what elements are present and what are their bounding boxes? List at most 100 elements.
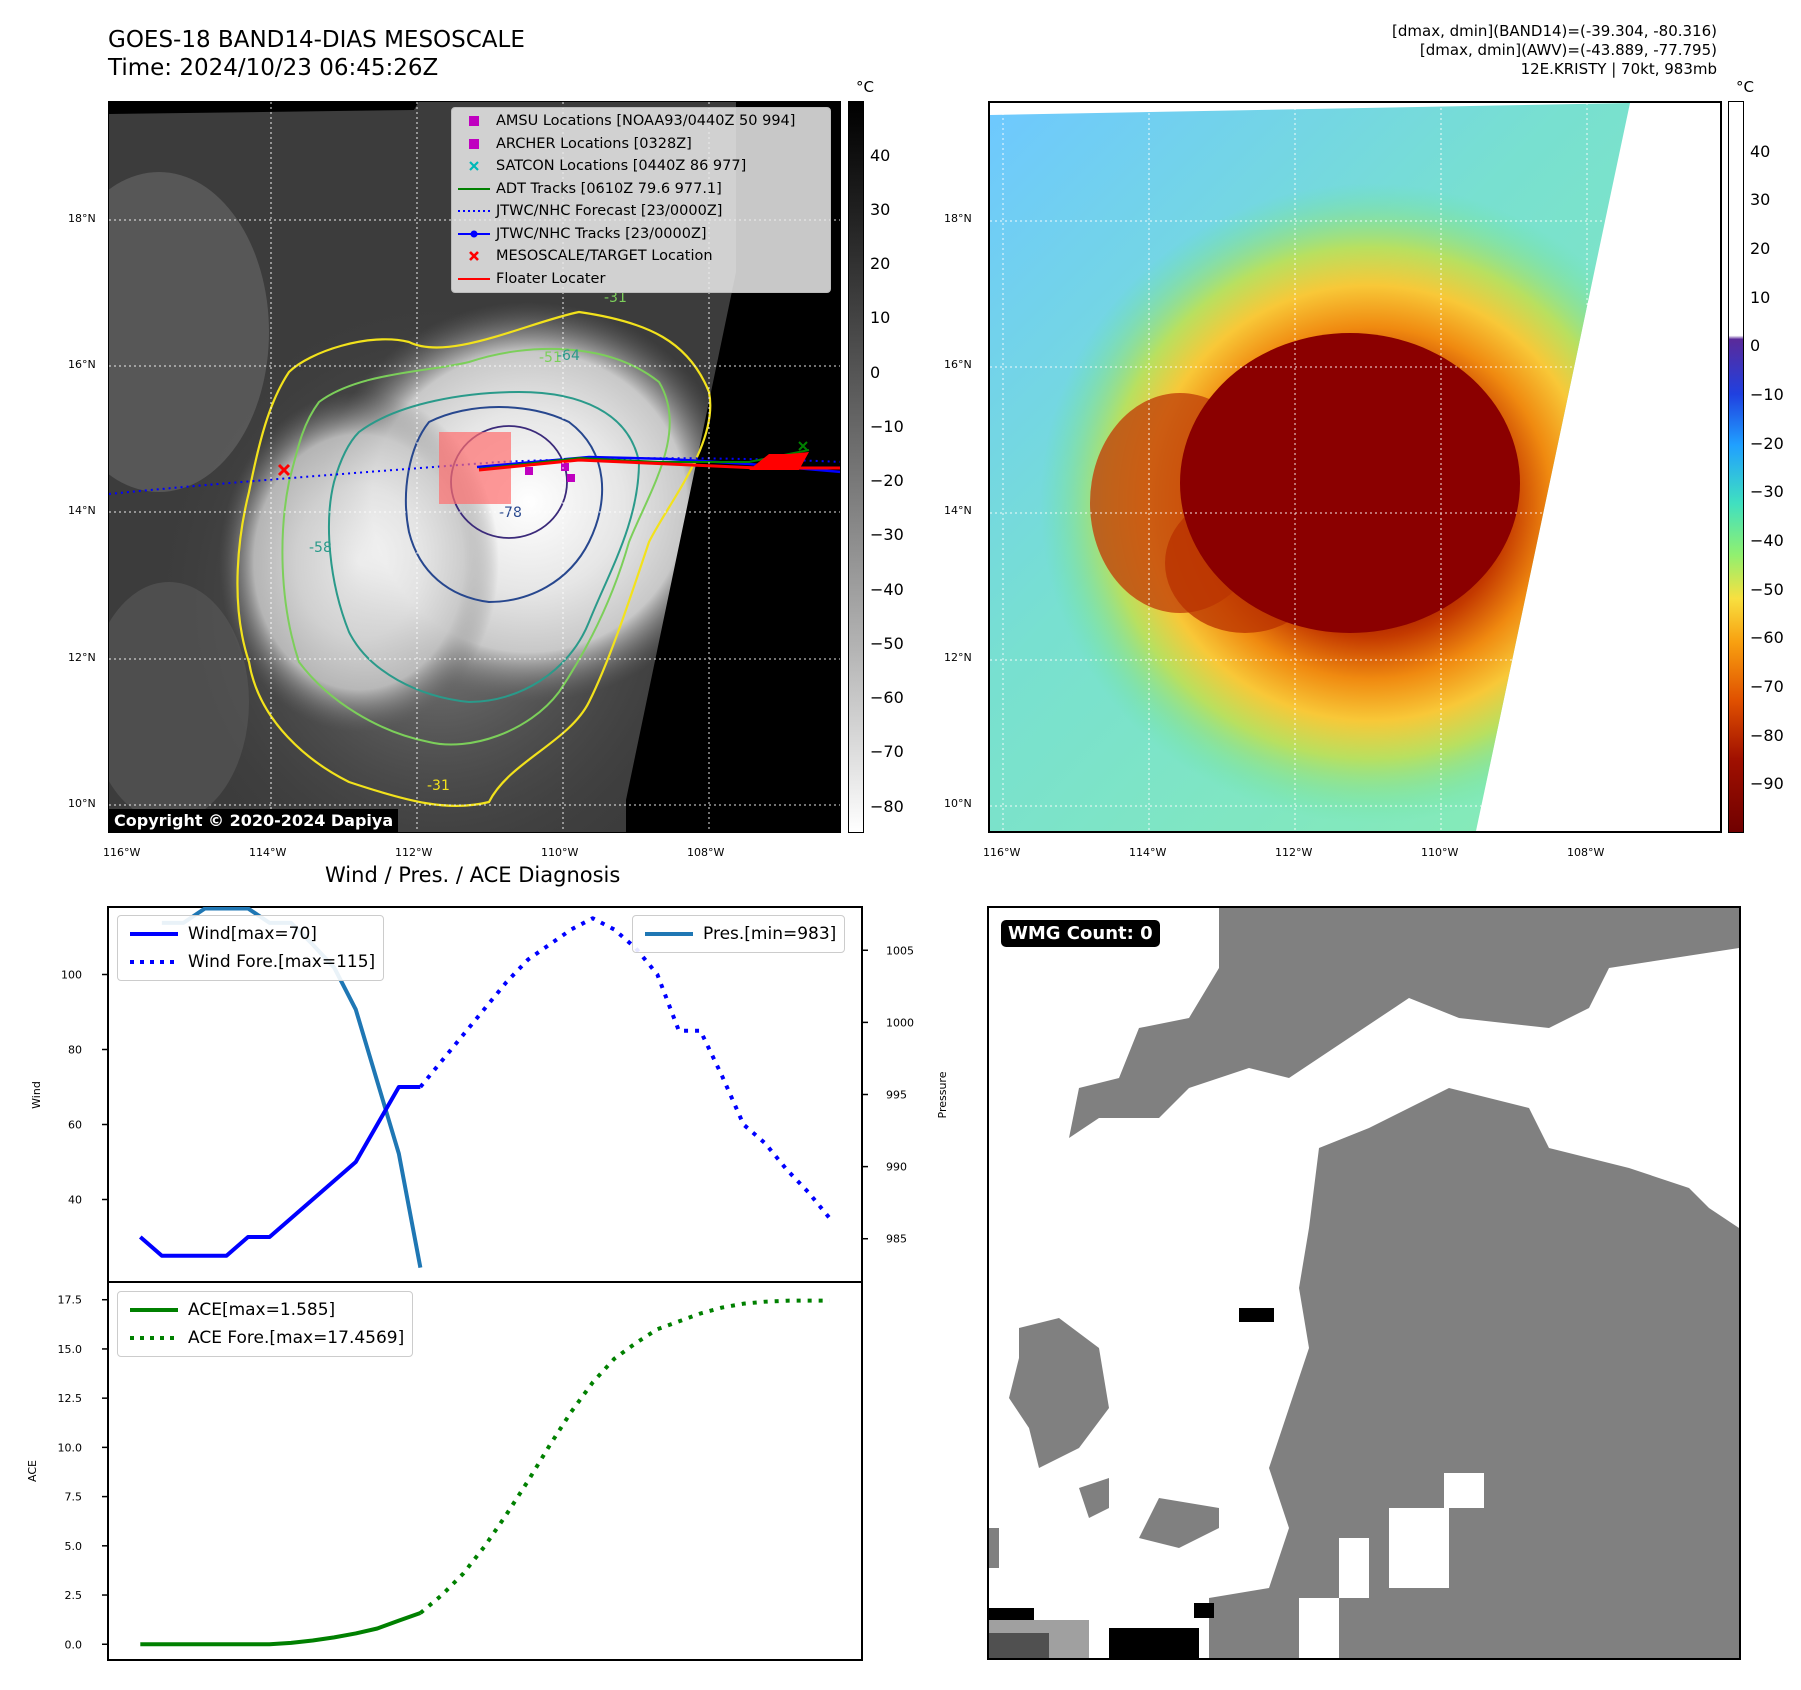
left-cb-tick-m20: −20 <box>870 471 904 490</box>
wmg-count-badge: WMG Count: 0 <box>1001 920 1160 947</box>
right-cb-tick-m90: −90 <box>1750 774 1784 793</box>
red-x-icon <box>452 250 496 262</box>
wmg-panel[interactable]: WMG Count: 0 <box>987 906 1741 1660</box>
right-cb-tick-m20: −20 <box>1750 434 1784 453</box>
right-lon-label-116: 116°W <box>983 846 1021 859</box>
info-line-3: 12E.KRISTY | 70kt, 983mb <box>1520 60 1717 78</box>
ace-line <box>140 1611 422 1647</box>
legend-jtwc-tracks: JTWC/NHC Tracks [23/0000Z] <box>452 223 830 246</box>
legend-pressure: Pres.[min=983] <box>641 920 836 948</box>
diagnosis-chart[interactable]: 40 60 80 100 985 990 995 1000 1005 0.0 2.5 5.0 7.5… <box>0 900 990 1670</box>
title-line-2: Time: 2024/10/23 06:45:26Z <box>108 55 439 81</box>
right-lon-label-110: 110°W <box>1421 846 1459 859</box>
contour-label-6: -58 <box>309 540 332 556</box>
cyan-x-icon <box>452 160 496 172</box>
map-legend: AMSU Locations [NOAA93/0440Z 50 994] ARC… <box>451 107 831 293</box>
ace-tick-label: 2.5 <box>65 1589 83 1602</box>
right-cb-tick-m60: −60 <box>1750 628 1784 647</box>
green-line-icon <box>126 1307 182 1313</box>
right-cb-tick-m30: −30 <box>1750 482 1784 501</box>
ace-axis-label: ACE <box>26 1460 39 1482</box>
legend-mesoscale-target: MESOSCALE/TARGET Location <box>452 245 830 268</box>
ace-tick-label: 5.0 <box>65 1540 83 1553</box>
legend-satcon: SATCON Locations [0440Z 86 977] <box>452 155 830 178</box>
left-cb-tick-0: 0 <box>870 363 881 382</box>
left-cb-tick-10: 10 <box>870 308 891 327</box>
left-lon-label-112: 112°W <box>395 846 433 859</box>
left-colorbar <box>848 101 864 833</box>
pressure-axis-label: Pressure <box>936 1071 949 1118</box>
magenta-square-icon <box>452 138 496 150</box>
right-colorbar <box>1728 101 1744 833</box>
left-lon-label-108: 108°W <box>687 846 725 859</box>
green-line-icon <box>452 186 496 192</box>
storm-info: [dmax, dmin](BAND14)=(-39.304, -80.316) … <box>1392 22 1717 79</box>
right-cb-tick-m10: −10 <box>1750 385 1784 404</box>
left-lon-label-116: 116°W <box>103 846 141 859</box>
steelblue-line-icon <box>641 931 697 937</box>
figure-title: GOES-18 BAND14-DIAS MESOSCALE Time: 2024… <box>108 26 525 82</box>
pressure-tick-label: 985 <box>886 1233 907 1246</box>
title-line-1: GOES-18 BAND14-DIAS MESOSCALE <box>108 27 525 53</box>
color-ir-map-panel[interactable] <box>988 101 1722 833</box>
contour-label-4: -78 <box>499 505 522 521</box>
right-lat-label-14: 14°N <box>944 504 972 517</box>
info-line-2: [dmax, dmin](AWV)=(-43.889, -77.795) <box>1419 41 1717 59</box>
left-cb-tick-m60: −60 <box>870 688 904 707</box>
contour-label-2: -51 <box>539 350 562 366</box>
wind-tick-label: 100 <box>61 969 82 982</box>
wind-legend: Wind[max=70] Wind Fore.[max=115] <box>117 915 385 981</box>
ace-tick-label: 0.0 <box>65 1638 83 1651</box>
diagnosis-title: Wind / Pres. / ACE Diagnosis <box>325 863 621 887</box>
legend-amsu: AMSU Locations [NOAA93/0440Z 50 994] <box>452 110 830 133</box>
contour-label-3: -64 <box>557 348 580 364</box>
pressure-tick-label: 990 <box>886 1161 907 1174</box>
right-lat-label-12: 12°N <box>944 651 972 664</box>
left-lat-label-14: 14°N <box>68 504 96 517</box>
left-lat-label-18: 18°N <box>68 212 96 225</box>
left-lat-label-16: 16°N <box>68 358 96 371</box>
right-lon-label-108: 108°W <box>1567 846 1605 859</box>
left-cb-tick-m50: −50 <box>870 634 904 653</box>
left-lon-label-114: 114°W <box>249 846 287 859</box>
left-lat-label-12: 12°N <box>68 651 96 664</box>
pressure-tick-label: 1000 <box>886 1016 914 1029</box>
ace-tick-label: 15.0 <box>58 1343 83 1356</box>
right-cb-tick-0: 0 <box>1750 336 1761 355</box>
blue-line-dot-icon <box>452 230 496 238</box>
wind-tick-label: 60 <box>68 1119 82 1132</box>
left-cb-tick-m40: −40 <box>870 580 904 599</box>
blue-dotted-line-icon <box>452 208 496 214</box>
legend-floater: Floater Locater <box>452 268 830 291</box>
red-line-icon <box>452 276 496 282</box>
right-lon-label-112: 112°W <box>1275 846 1313 859</box>
magenta-square-icon <box>452 115 496 127</box>
right-cb-tick-m80: −80 <box>1750 726 1784 745</box>
left-cb-tick-30: 30 <box>870 200 891 219</box>
pressure-legend: Pres.[min=983] <box>632 915 846 953</box>
ace-tick-label: 17.5 <box>58 1294 83 1307</box>
blue-dotted-line-icon <box>126 959 182 965</box>
legend-wind-forecast: Wind Fore.[max=115] <box>126 948 375 976</box>
ace-forecast-line <box>419 1298 830 1615</box>
right-lon-label-114: 114°W <box>1129 846 1167 859</box>
wind-axis-label: Wind <box>30 1081 43 1109</box>
left-cb-tick-m30: −30 <box>870 525 904 544</box>
green-dotted-line-icon <box>126 1335 182 1341</box>
ace-tick-label: 7.5 <box>65 1491 83 1504</box>
ace-tick-label: 10.0 <box>58 1441 83 1454</box>
info-line-1: [dmax, dmin](BAND14)=(-39.304, -80.316) <box>1392 22 1717 40</box>
wind-tick-label: 40 <box>68 1194 82 1207</box>
ace-tick-label: 12.5 <box>58 1392 83 1405</box>
ace-legend: ACE[max=1.585] ACE Fore.[max=17.4569] <box>117 1291 414 1357</box>
ir-map-panel[interactable]: -31 -51 -64 -78 -31 -58 <box>108 101 841 833</box>
left-cb-tick-40: 40 <box>870 146 891 165</box>
copyright-label: Copyright © 2020-2024 Dapiya <box>109 809 399 832</box>
right-lat-label-16: 16°N <box>944 358 972 371</box>
contour-label-5: -31 <box>427 778 450 794</box>
right-lat-label-10: 10°N <box>944 797 972 810</box>
contour-label-1: -31 <box>604 290 627 306</box>
right-cb-tick-m40: −40 <box>1750 531 1784 550</box>
right-cb-tick-40: 40 <box>1750 142 1771 161</box>
wmg-image <box>989 908 1739 1658</box>
